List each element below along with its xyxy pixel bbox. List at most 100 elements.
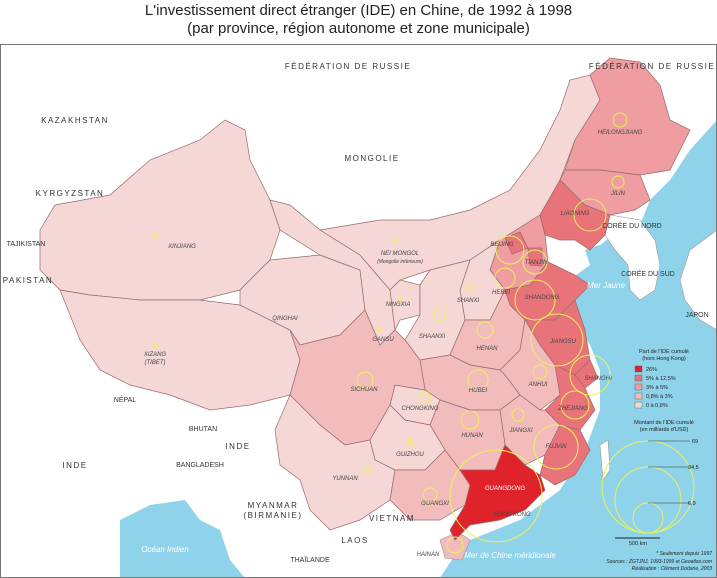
label-xizang: XIZANG — [143, 352, 167, 358]
label-shaanxi: SHAANXI — [419, 334, 446, 340]
label-mer-chine: Mer de Chine méridionale — [464, 551, 556, 560]
label-inde-2: INDE — [62, 461, 87, 470]
legend-swatch-5-12 — [634, 374, 643, 382]
investment-circles — [356, 112, 628, 554]
legend-amount-34-5: 34,5 — [688, 465, 699, 471]
label-yunnan: YUNNAN — [332, 476, 358, 482]
legend-amount-69: 69 — [692, 439, 698, 445]
sources: * Seulement depuis 1997 Sources : ZGTJNJ… — [606, 551, 712, 572]
label-mongolia: MONGOLIE — [344, 154, 399, 163]
country-labels: FÉDÉRATION DE RUSSIE FÉDÉRATION DE RUSSI… — [3, 62, 714, 564]
circle-anhui — [532, 364, 548, 380]
label-pakistan: PAKISTAN — [3, 276, 53, 285]
circle-shandong — [514, 279, 556, 321]
label-sichuan: SICHUAN — [350, 387, 378, 393]
circle-yunnan — [363, 465, 373, 475]
circle-chongqing — [418, 391, 432, 405]
province-liaoning — [539, 179, 611, 251]
circle-guangdong — [449, 449, 543, 543]
circle-tianjin — [522, 249, 548, 275]
circle-sichuan — [356, 371, 374, 389]
label-xinjiang: XINJIANG — [167, 244, 196, 250]
circle-fujian — [533, 424, 579, 470]
label-tibet: (TIBET) — [145, 360, 166, 366]
label-jiangsu: JIANGSU — [549, 339, 577, 345]
label-coree-sud: CORÉE DU SUD — [621, 269, 675, 278]
label-guangxi: GUANGXI — [421, 501, 449, 507]
map-subtitle: (par province, région autonome et zone m… — [187, 20, 530, 37]
label-kazakhstan: KAZAKHSTAN — [41, 116, 109, 125]
legend-share-title: Part de l'IDE cumulé — [639, 349, 689, 355]
label-russia: FÉDÉRATION DE RUSSIE — [285, 62, 411, 71]
sea-indian — [120, 500, 245, 578]
label-birmanie: (BIRMANIE) — [244, 511, 303, 520]
circle-zhejiang — [560, 390, 590, 420]
circle-jiangxi — [511, 408, 525, 422]
circle-guangxi — [422, 487, 438, 503]
circle-hubei — [467, 369, 489, 391]
japan — [679, 229, 717, 331]
label-mer-jaune: Mer Jaune — [587, 281, 625, 290]
label-beijing: BEIJING — [490, 242, 514, 248]
label-nei-mongol: NEI MONGOL — [381, 251, 419, 257]
legend-swatch-3-5 — [634, 383, 643, 391]
label-tajikistan: TAJIKISTAN — [7, 241, 46, 248]
legend-class-2: 5% à 12,5% — [646, 376, 676, 382]
legend-background — [612, 342, 717, 522]
label-heilongjiang: HEILONGJIANG — [598, 130, 643, 136]
province-guangdong — [449, 444, 546, 541]
province-tianjin — [527, 247, 543, 267]
source-line-1: Sources : ZGTJNJ, 1993-1999 et Geoatlas.… — [606, 559, 712, 565]
label-qinghai: QINGHAI — [272, 316, 298, 322]
taiwan — [599, 439, 611, 481]
label-nepal: NÉPAL — [114, 395, 137, 404]
label-guangdong: GUANGDONG — [485, 486, 525, 492]
source-line-2: Réalisation : Clément Dodane, 2003 — [632, 566, 713, 572]
label-inde: INDE — [225, 442, 250, 451]
label-thailande: THAÏLANDE — [290, 556, 330, 564]
label-bangladesh: BANGLADESH — [176, 462, 224, 469]
korea-peninsula — [604, 214, 661, 301]
legend-class-1: 26% — [646, 367, 657, 373]
circle-jiangsu — [530, 313, 584, 367]
circle-hainan — [446, 536, 464, 554]
legend-swatch-26 — [634, 365, 643, 373]
label-fujian: FUJIAN — [546, 444, 568, 450]
province-labels: HEILONGJIANG JILIN LIAONING XINJIANG NEI… — [143, 130, 643, 558]
city-dots — [153, 234, 412, 442]
label-zhejiang: ZHEJIANG — [557, 406, 588, 412]
legend-amount-6-9: 6,9 — [688, 501, 696, 507]
label-hong-kong: HONG KONG — [493, 512, 531, 518]
label-japon: JAPON — [685, 312, 708, 319]
legend-share-subtitle: (hors Hong Kong) — [642, 356, 686, 362]
circle-henan — [476, 321, 494, 339]
label-vietnam: VIETNAM — [369, 514, 415, 523]
map-title: L'investissement direct étranger (IDE) e… — [144, 2, 573, 19]
source-note: * Seulement depuis 1997 — [656, 551, 712, 557]
label-shanghai: SHANGHAI — [584, 376, 616, 382]
province-yunnan — [274, 394, 396, 531]
circle-jilin — [611, 175, 625, 189]
label-nei-mongol-sub: (Mongolie intérieure) — [377, 259, 423, 265]
label-hubei: HUBEI — [469, 388, 488, 394]
label-tianjin: TIANJIN — [525, 260, 548, 266]
label-hebei: HEBEI — [492, 290, 510, 296]
legend: Part de l'IDE cumulé (hors Hong Kong) 26… — [601, 342, 717, 547]
sea-labels: Mer Jaune Mer de Chine méridionale Océan… — [141, 281, 625, 560]
legend-amount-title: Montant de l'IDE cumulé — [634, 420, 694, 426]
label-jiangxi: JIANGXI — [508, 428, 533, 434]
legend-class-5: 0 à 0,8% — [646, 403, 668, 409]
label-jilin: JILIN — [610, 191, 626, 197]
legend-class-4: 0,8% à 3% — [646, 394, 673, 400]
circle-hunan — [460, 410, 480, 430]
circle-shanghai — [569, 354, 611, 396]
label-anhui: ANHUI — [528, 382, 548, 388]
circle-beijing — [495, 235, 525, 265]
label-kyrgyzstan: KYRGYZSTAN — [36, 189, 105, 198]
circle-hebei — [494, 267, 516, 289]
legend-amount-subtitle: (en milliards d'USD) — [640, 427, 689, 433]
legend-swatch-0-8-3 — [634, 392, 643, 400]
label-guizhou: GUIZHOU — [396, 452, 424, 458]
scale-label: 500 km — [629, 541, 647, 547]
label-laos: LAOS — [341, 536, 368, 545]
